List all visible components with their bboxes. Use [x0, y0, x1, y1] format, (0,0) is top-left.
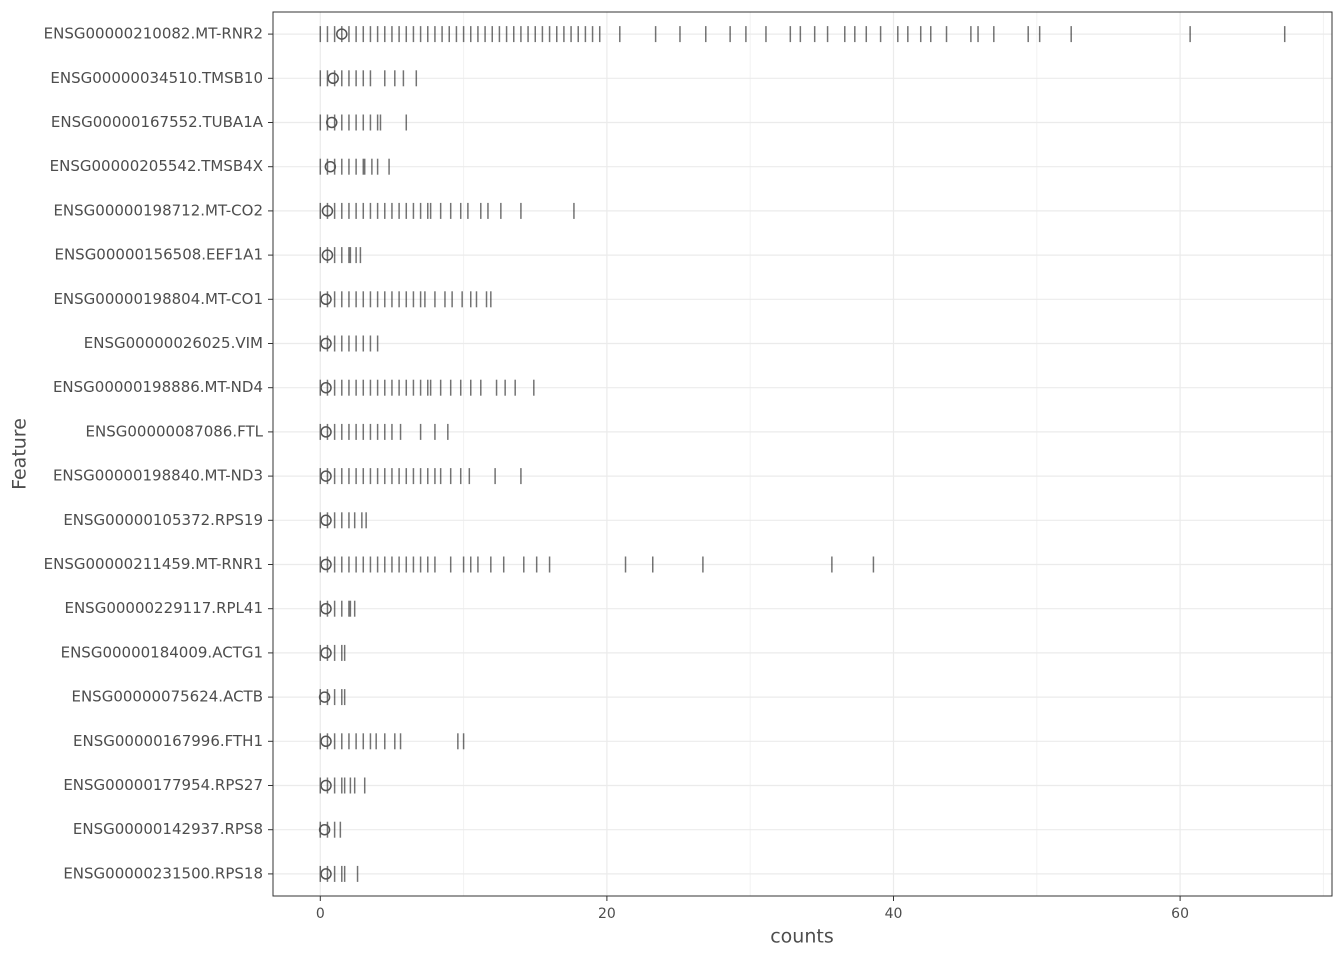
- x-tick-label: 60: [1171, 906, 1189, 922]
- mean-point: [320, 470, 332, 482]
- mean-point: [320, 868, 332, 880]
- x-tick-label: 40: [885, 906, 903, 922]
- y-tick-label: ENSG00000198804.MT-CO1: [53, 290, 263, 308]
- mean-point: [320, 558, 332, 571]
- y-tick-label: ENSG00000210082.MT-RNR2: [44, 25, 263, 43]
- y-tick-label: ENSG00000105372.RPS19: [63, 511, 263, 529]
- mean-point: [320, 602, 332, 615]
- y-tick-label: ENSG00000184009.ACTG1: [61, 643, 263, 661]
- y-tick-label: ENSG00000156508.EEF1A1: [54, 246, 263, 264]
- plot-border: [272, 11, 1333, 897]
- y-tick-label: ENSG00000167552.TUBA1A: [51, 113, 264, 131]
- mean-point: [320, 514, 332, 527]
- mean-point: [318, 691, 331, 703]
- mean-point: [324, 160, 337, 173]
- x-tick-label: 0: [316, 906, 325, 922]
- y-tick-label: ENSG00000075624.ACTB: [71, 688, 263, 706]
- mean-point: [320, 337, 332, 350]
- y-tick-label: ENSG00000205542.TMSB4X: [50, 157, 263, 175]
- mean-point: [320, 735, 332, 748]
- mean-point: [320, 293, 332, 306]
- y-tick-label: ENSG00000211459.MT-RNR1: [44, 555, 263, 573]
- plot-background: [273, 12, 1332, 896]
- mean-point: [320, 779, 332, 792]
- mean-point: [336, 28, 348, 40]
- mean-point: [318, 823, 331, 836]
- y-tick-label: ENSG00000198712.MT-CO2: [53, 201, 263, 219]
- y-tick-label: ENSG00000198886.MT-ND4: [53, 378, 263, 396]
- y-tick-label: ENSG00000034510.TMSB10: [50, 69, 263, 87]
- y-tick-label: ENSG00000142937.RPS8: [73, 820, 263, 838]
- mean-point: [321, 205, 334, 217]
- y-tick-label: ENSG00000229117.RPL41: [64, 599, 263, 617]
- mean-point: [321, 249, 334, 261]
- mean-point: [327, 72, 339, 85]
- y-tick-label: ENSG00000231500.RPS18: [63, 864, 263, 882]
- x-tick-label: 20: [598, 906, 616, 922]
- y-axis-label: Feature: [9, 418, 31, 490]
- y-tick-label: ENSG00000087086.FTL: [86, 422, 264, 440]
- y-tick-label: ENSG00000167996.FTH1: [73, 732, 263, 750]
- mean-point: [326, 116, 338, 129]
- y-tick-label: ENSG00000177954.RPS27: [63, 776, 263, 794]
- y-tick-label: ENSG00000026025.VIM: [84, 334, 263, 352]
- mean-point: [320, 647, 332, 659]
- x-axis-label: counts: [770, 926, 834, 948]
- mean-point: [320, 381, 332, 394]
- y-tick-label: ENSG00000198840.MT-ND3: [53, 467, 263, 485]
- mean-point: [320, 426, 332, 438]
